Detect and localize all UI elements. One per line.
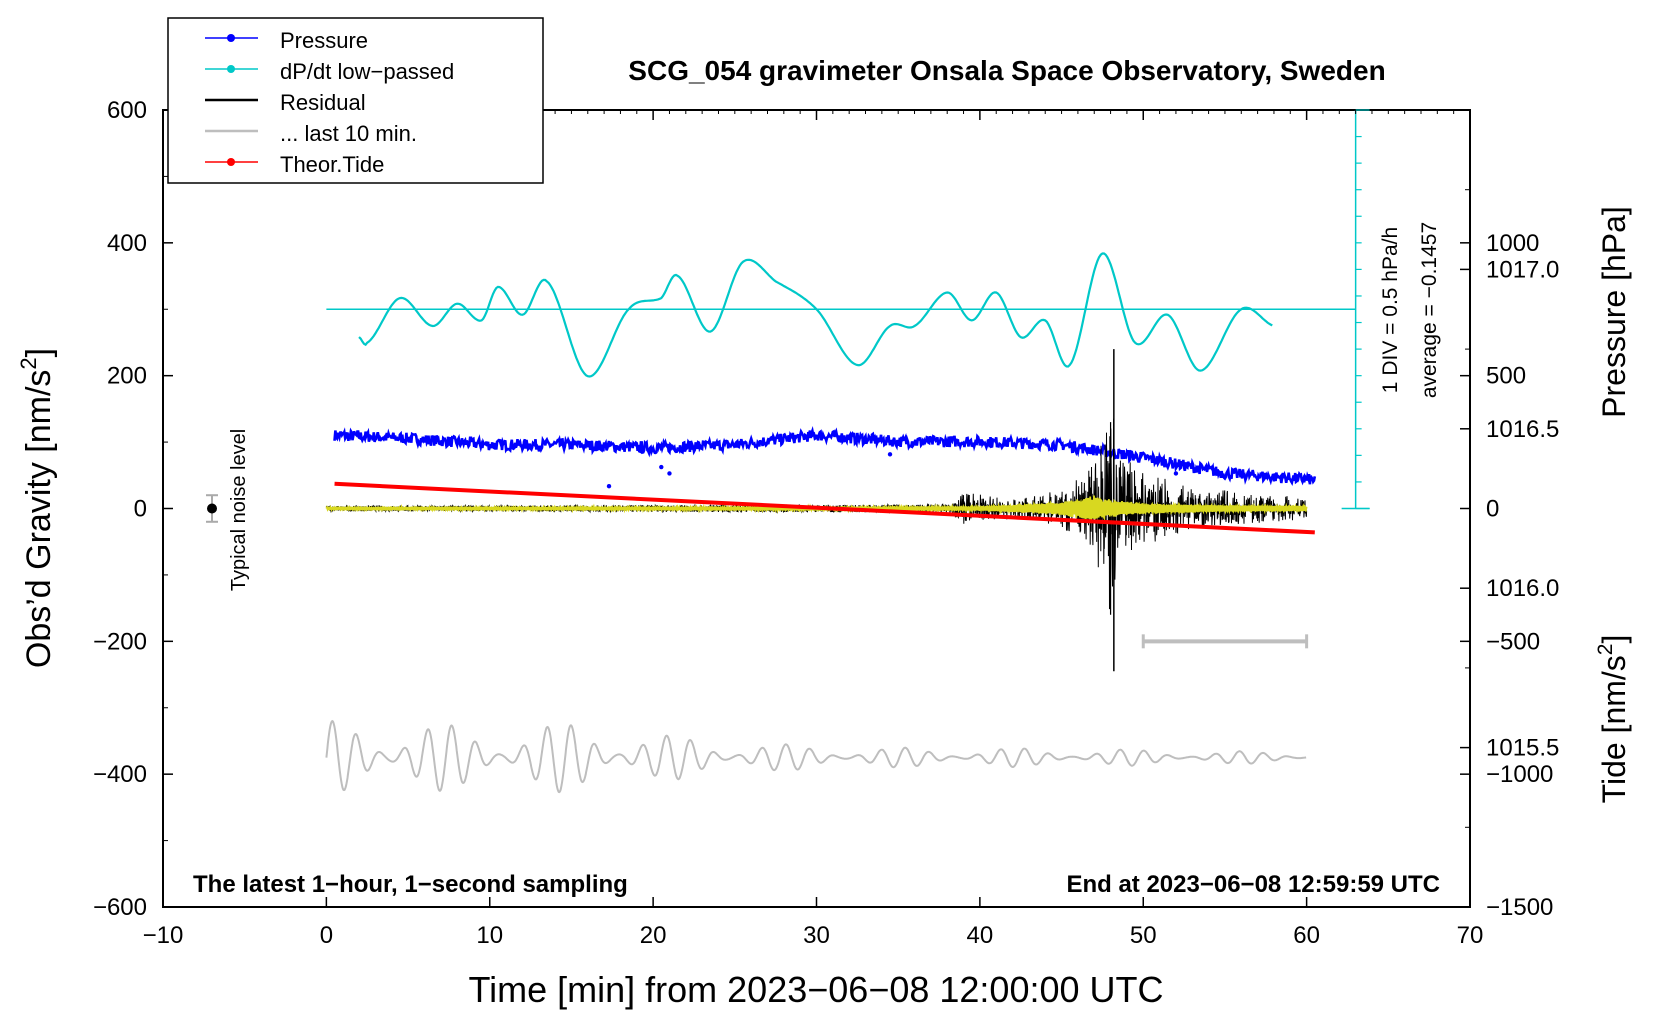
pressure-line	[333, 425, 1317, 487]
pressure-outlier-point	[606, 483, 612, 489]
legend: Pressure dP/dt low−passed Residual ... l…	[167, 17, 544, 184]
x-axis-label: Time [min] from 2023−06−08 12:00:00 UTC	[468, 969, 1163, 1010]
tide-tick-label: −1500	[1486, 894, 1553, 921]
tide-tick-label: 1000	[1486, 230, 1539, 257]
noise-level-label: Typical noise level	[228, 429, 250, 591]
chart-axes: −10 0 10 20 30 40 50 60 70 −600 −400 −200 0 200 400 600…	[93, 97, 1559, 949]
legend-label-pressure: Pressure	[280, 28, 368, 53]
legend-label-residual: Residual	[280, 90, 366, 115]
dpdt-scale-label: 1 DIV = 0.5 hPa/h	[1379, 227, 1402, 393]
x-tick-label: 70	[1457, 922, 1484, 949]
pressure-tick-label: 1017.0	[1486, 256, 1559, 283]
y-tick-label: −200	[93, 628, 147, 655]
y-tick-label: −400	[93, 761, 147, 788]
tide-tick-label: −1000	[1486, 761, 1553, 788]
x-tick-label: 60	[1293, 922, 1320, 949]
pressure-outlier-point	[667, 471, 672, 476]
x-tick-label: 40	[967, 922, 994, 949]
x-tick-label: 10	[476, 922, 503, 949]
dpdt-average-label: average = −0.1457	[1418, 222, 1441, 398]
tide-tick-label: 500	[1486, 363, 1526, 390]
residual-line	[325, 418, 1308, 610]
y-tick-label: 0	[134, 496, 147, 523]
theor-tide-line	[334, 481, 1315, 535]
legend-label-last10: ... last 10 min.	[280, 121, 417, 146]
dpdt-line	[358, 252, 1273, 378]
pressure-tick-label: 1015.5	[1486, 735, 1559, 762]
legend-sample-marker	[227, 34, 235, 42]
pressure-tick-label: 1016.5	[1486, 416, 1559, 443]
x-tick-label: 20	[640, 922, 667, 949]
last-10-min-line	[325, 719, 1307, 794]
pressure-tick-label: 1016.0	[1486, 575, 1559, 602]
tide-tick-label: −500	[1486, 628, 1540, 655]
y-axis-label-pressure: Pressure [hPa]	[1596, 206, 1632, 418]
legend-label-tide: Theor.Tide	[280, 152, 384, 177]
y-tick-label: −600	[93, 894, 147, 921]
pressure-outlier-point	[659, 464, 664, 470]
legend-label-dpdt: dP/dt low−passed	[280, 59, 454, 84]
tide-tick-label: 0	[1486, 496, 1499, 523]
legend-sample-marker	[227, 158, 235, 166]
y-axis-label-left: Obs’d Gravity [nm/s2]	[16, 348, 58, 668]
x-tick-label: 0	[320, 922, 333, 949]
y-tick-label: 400	[107, 230, 147, 257]
noise-level-point	[207, 503, 218, 514]
x-tick-label: 50	[1130, 922, 1157, 949]
y-axis-label-tide: Tide [nm/s2]	[1594, 635, 1632, 804]
chart-title: SCG_054 gravimeter Onsala Space Observat…	[628, 55, 1385, 86]
x-tick-label: −10	[143, 922, 184, 949]
annotation-bottom-left: The latest 1−hour, 1−second sampling	[193, 871, 628, 898]
y-tick-label: 600	[107, 97, 147, 124]
legend-sample-marker	[227, 65, 235, 73]
pressure-outlier-point	[1173, 471, 1179, 476]
y-tick-label: 200	[107, 363, 147, 390]
chart-marks	[206, 109, 1370, 794]
annotation-bottom-right: End at 2023−06−08 12:59:59 UTC	[1066, 871, 1440, 898]
x-tick-label: 30	[803, 922, 830, 949]
pressure-outlier-point	[887, 452, 893, 457]
